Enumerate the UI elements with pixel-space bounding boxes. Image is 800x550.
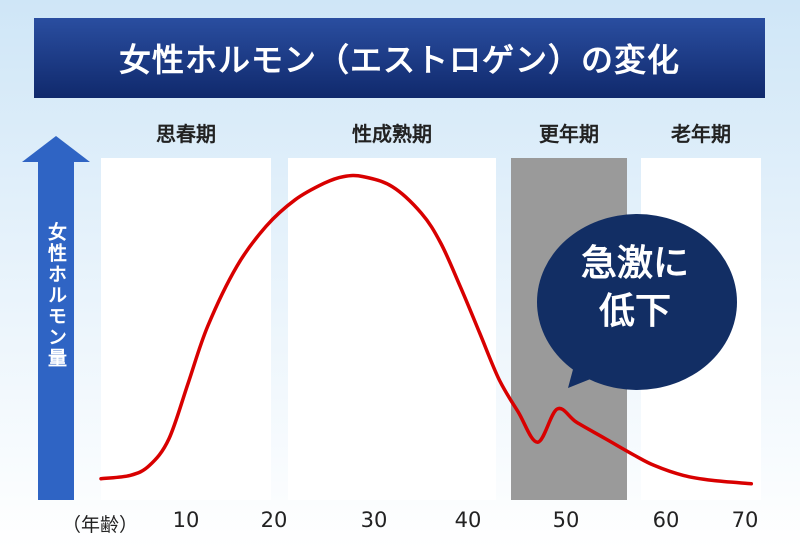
x-tick-70: 70 <box>731 508 759 532</box>
hormone-curve-line <box>99 173 754 486</box>
callout-line1: 急激に <box>580 243 689 284</box>
stage-panel-puberty <box>101 158 271 500</box>
x-tick-20: 20 <box>260 508 288 532</box>
callout-text: 急激に 低下 <box>548 240 722 336</box>
stage-label-puberty: 思春期 <box>156 122 216 146</box>
y-axis-arrow-shaft <box>38 160 74 500</box>
stage-label-senescence: 老年期 <box>671 122 731 146</box>
x-axis-label: （年齢） <box>62 514 139 536</box>
callout-bubble <box>537 214 737 390</box>
x-tick-10: 10 <box>172 508 200 532</box>
callout-line2: 低下 <box>598 291 671 332</box>
stage-panel-maturity <box>288 158 496 500</box>
stage-label-maturity: 性成熟期 <box>352 122 432 146</box>
stage-label-menopause: 更年期 <box>539 122 599 146</box>
x-tick-30: 30 <box>360 508 388 532</box>
x-tick-60: 60 <box>652 508 680 532</box>
y-axis-label: 女性ホルモン量 <box>45 222 67 369</box>
y-axis-arrow-icon <box>22 136 90 162</box>
x-tick-50: 50 <box>552 508 580 532</box>
chart-title: 女性ホルモン（エストロゲン）の変化 <box>34 18 765 98</box>
x-tick-40: 40 <box>454 508 482 532</box>
